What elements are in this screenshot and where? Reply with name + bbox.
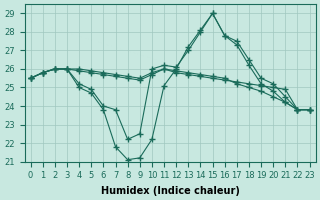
- X-axis label: Humidex (Indice chaleur): Humidex (Indice chaleur): [101, 186, 240, 196]
